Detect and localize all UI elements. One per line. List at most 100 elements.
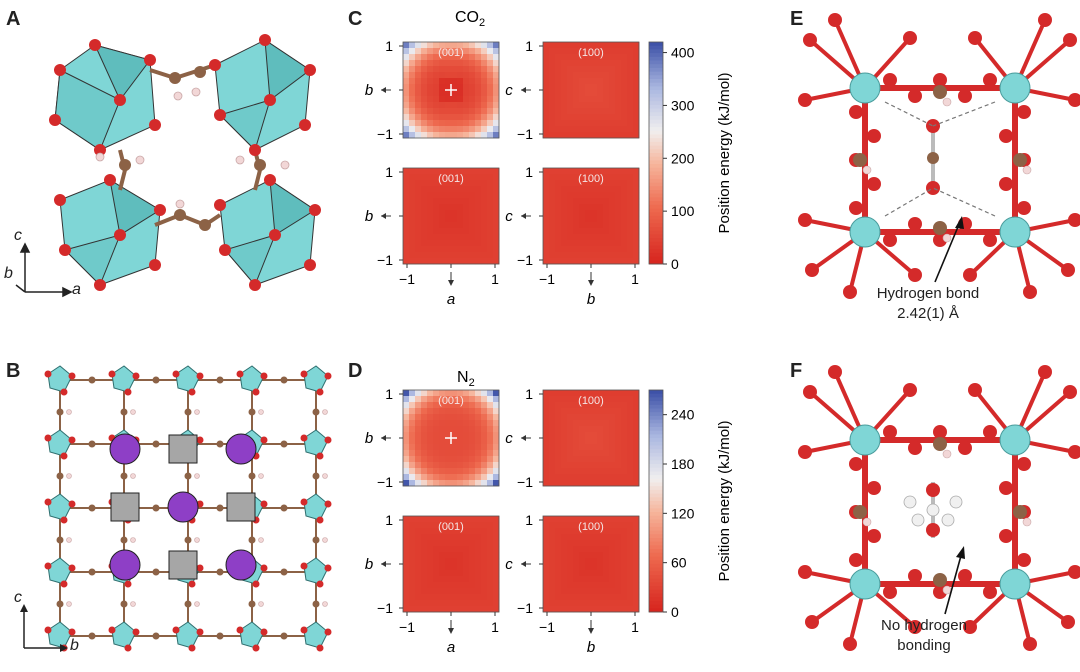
energy-cell: [579, 540, 586, 547]
metal-node: [111, 621, 137, 649]
oxygen-atom: [1061, 263, 1075, 277]
oxygen-atom: [983, 233, 997, 247]
octahedron-bottom-right: [219, 179, 316, 286]
energy-cell: [579, 78, 586, 85]
oxygen-atom: [805, 615, 819, 629]
energy-cell: [427, 426, 434, 433]
energy-cell: [615, 216, 622, 223]
energy-cell: [463, 468, 470, 475]
energy-cell: [421, 120, 428, 127]
energy-cell: [427, 594, 434, 601]
energy-cell: [481, 216, 488, 223]
energy-cell: [421, 90, 428, 97]
energy-cell: [415, 414, 422, 421]
energy-cell: [591, 564, 598, 571]
energy-cell: [481, 474, 488, 481]
energy-cell: [463, 594, 470, 601]
energy-cell: [573, 582, 580, 589]
energy-cell: [591, 216, 598, 223]
energy-cell: [597, 72, 604, 79]
energy-cell: [487, 396, 494, 403]
energy-cell: [403, 258, 410, 265]
energy-cell: [615, 198, 622, 205]
panel-label-a: A: [6, 8, 21, 30]
panel-label-d: D: [348, 360, 363, 382]
co2-oxygen: [926, 181, 940, 195]
energy-cell: [579, 408, 586, 415]
energy-cell: [463, 408, 470, 415]
energy-cell: [415, 450, 422, 457]
energy-cell: [451, 420, 458, 427]
energy-cell: [597, 42, 604, 49]
energy-cell: [561, 474, 568, 481]
energy-cell: [475, 528, 482, 535]
y-axis-label: b: [365, 430, 373, 447]
facet-label: (100): [578, 173, 604, 185]
energy-cell: [427, 222, 434, 229]
energy-cell: [609, 180, 616, 187]
energy-cell: [579, 426, 586, 433]
energy-cell: [421, 126, 428, 133]
energy-cell: [561, 168, 568, 175]
energy-cell: [609, 594, 616, 601]
energy-cell: [457, 126, 464, 133]
energy-cell: [591, 60, 598, 67]
y-axis-label: c: [505, 556, 513, 573]
carbon-atom: [120, 472, 128, 480]
energy-cell: [585, 462, 592, 469]
energy-cell: [603, 120, 610, 127]
oxygen-atom: [300, 434, 308, 442]
energy-cell: [469, 594, 476, 601]
energy-cell: [475, 414, 482, 421]
energy-cell: [591, 438, 598, 445]
energy-cell: [421, 594, 428, 601]
energy-cell: [621, 192, 628, 199]
energy-cell: [439, 174, 446, 181]
energy-cell: [591, 528, 598, 535]
energy-cell: [493, 174, 500, 181]
oxygen-atom: [798, 445, 812, 459]
energy-cell: [609, 438, 616, 445]
energy-cell: [549, 216, 556, 223]
y-axis-arrowhead: [381, 561, 386, 567]
energy-cell: [403, 468, 410, 475]
oxygen-atom: [867, 129, 881, 143]
colorbar-tick-label: 120: [671, 505, 695, 521]
energy-cell: [481, 402, 488, 409]
energy-cell: [573, 114, 580, 121]
energy-cell: [573, 102, 580, 109]
energy-cell: [409, 216, 416, 223]
hydrogen-atom: [258, 537, 264, 543]
energy-cell: [627, 456, 634, 463]
energy-cell: [409, 132, 416, 139]
energy-cell: [475, 594, 482, 601]
energy-cell: [457, 174, 464, 181]
energy-cell: [609, 408, 616, 415]
energy-cell: [427, 534, 434, 541]
energy-cell: [493, 114, 500, 121]
oxygen-atom: [1038, 365, 1052, 379]
energy-cell: [451, 534, 458, 541]
energy-cell: [493, 168, 500, 175]
energy-cell: [585, 192, 592, 199]
energy-cell: [433, 228, 440, 235]
energy-cell: [633, 174, 640, 181]
energy-map-4: [543, 516, 640, 613]
energy-cell: [469, 210, 476, 217]
energy-cell: [427, 570, 434, 577]
energy-cell: [561, 570, 568, 577]
hydrogen-bond-dash: [932, 101, 996, 127]
energy-cell: [543, 426, 550, 433]
energy-cell: [451, 408, 458, 415]
oxygen-atom: [849, 105, 863, 119]
colorbar-segment: [649, 508, 663, 513]
energy-cell: [487, 444, 494, 451]
energy-cell: [439, 216, 446, 223]
energy-cell: [433, 516, 440, 523]
energy-cell: [463, 48, 470, 55]
energy-cell: [463, 528, 470, 535]
energy-cell: [621, 438, 628, 445]
carbon-atom: [56, 408, 64, 416]
energy-cell: [567, 108, 574, 115]
energy-cell: [415, 174, 422, 181]
